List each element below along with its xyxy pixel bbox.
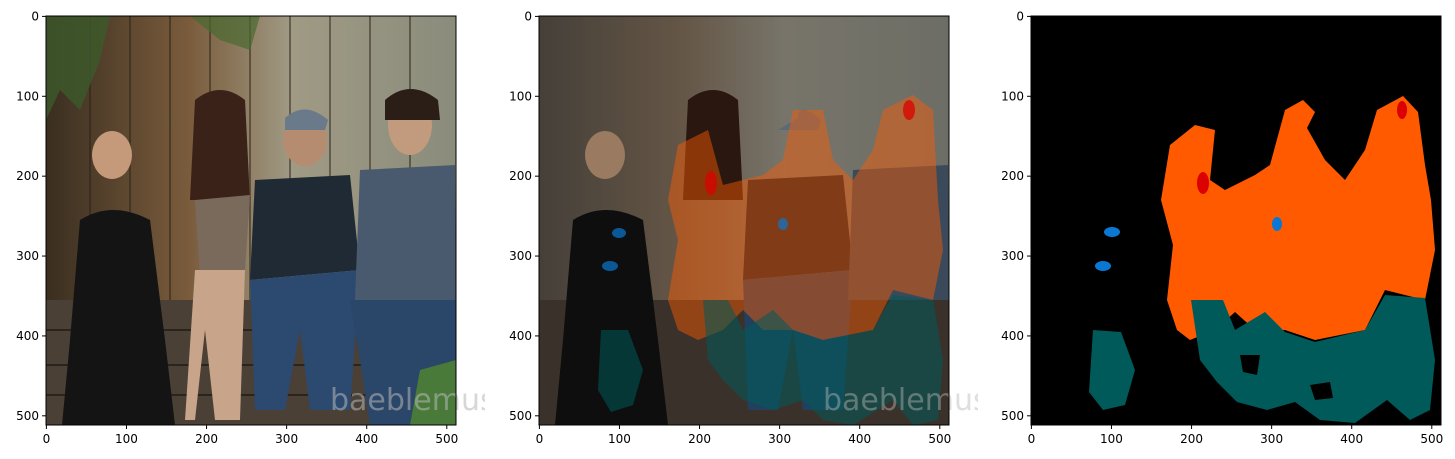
y-tick-label: 300 [509,249,532,263]
overlay-image: baeblemusic [539,16,978,425]
watermark-text-overlay: baeblemusic [823,383,978,418]
y-axis: 0 100 200 300 400 500 [1001,9,1031,423]
x-tick-label: 400 [355,432,378,446]
y-tick-label: 400 [1001,329,1024,343]
mask-region-teal [1191,295,1435,423]
x-tick-label: 0 [1028,432,1036,446]
y-tick-label: 0 [31,9,39,23]
y-tick-label: 200 [509,169,532,183]
y-tick-label: 100 [1001,89,1024,103]
y-axis: 0 100 200 300 400 500 [16,9,46,423]
mask-image [1031,16,1441,425]
x-tick-label: 500 [1420,432,1443,446]
x-axis: 0 100 200 300 400 500 [43,425,458,446]
x-tick-label: 400 [1340,432,1363,446]
x-tick-label: 500 [928,432,951,446]
x-axis: 0 100 200 300 400 500 [1028,425,1443,446]
x-tick-label: 200 [195,432,218,446]
mask-region-red-2 [1397,101,1407,119]
mask-region-red-1 [1197,172,1209,194]
mask-region-blue-1 [1104,227,1120,237]
photo-image: baeblemusic [46,16,485,425]
y-tick-label: 400 [16,329,39,343]
y-tick-label: 300 [16,249,39,263]
y-tick-label: 500 [1001,409,1024,423]
x-tick-label: 400 [848,432,871,446]
y-tick-label: 0 [524,9,532,23]
y-tick-label: 100 [16,89,39,103]
mask-panel: 0 100 200 300 400 500 0 100 200 300 400 500 [1001,9,1443,446]
mask-region-teal-left [1089,330,1135,410]
x-tick-label: 100 [608,432,631,446]
x-tick-label: 0 [43,432,51,446]
y-tick-label: 400 [509,329,532,343]
y-tick-label: 200 [1001,169,1024,183]
watermark-text: baeblemusic [330,383,485,418]
x-tick-label: 100 [115,432,138,446]
y-tick-label: 200 [16,169,39,183]
x-tick-label: 100 [1100,432,1123,446]
y-tick-label: 100 [509,89,532,103]
x-tick-label: 200 [688,432,711,446]
y-tick-label: 300 [1001,249,1024,263]
x-tick-label: 300 [1260,432,1283,446]
x-axis: 0 100 200 300 400 500 [536,425,951,446]
overlay-panel: baeblemusic 0 100 200 300 400 500 0 100 200 300 4… [509,9,978,446]
y-tick-label: 500 [16,409,39,423]
y-axis: 0 100 200 300 400 500 [509,9,539,423]
x-tick-label: 0 [536,432,544,446]
photo-panel: baeblemusic 0 100 200 300 400 500 0 100 200 300 4… [16,9,485,446]
x-tick-label: 300 [275,432,298,446]
x-tick-label: 500 [435,432,458,446]
x-tick-label: 300 [768,432,791,446]
y-tick-label: 500 [509,409,532,423]
x-tick-label: 200 [1180,432,1203,446]
mask-region-blue-2 [1095,261,1111,271]
y-tick-label: 0 [1016,9,1024,23]
mask-region-blue-3 [1272,217,1282,231]
mask-region-orange [1161,96,1435,340]
